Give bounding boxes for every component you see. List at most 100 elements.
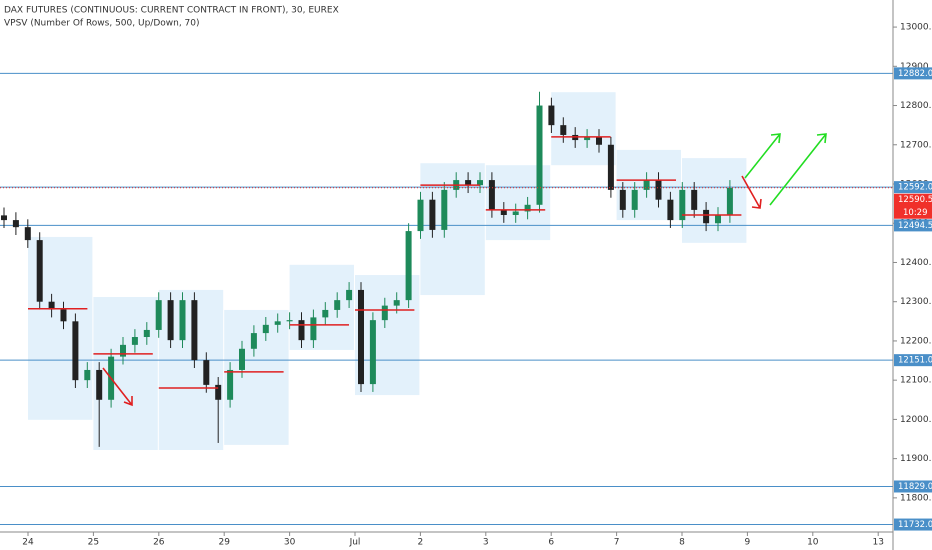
candle-body [512, 211, 519, 215]
volume-profile [93, 296, 158, 451]
level-tag [894, 354, 932, 367]
candle-body [96, 369, 103, 400]
volume-profile [224, 309, 289, 445]
x-tick-label: 7 [614, 538, 620, 548]
level-tag-label: 12494.5 [898, 221, 932, 231]
x-tick-label: 25 [88, 538, 99, 548]
y-tick-label: 12900.0 [900, 62, 932, 72]
level-tag [894, 181, 932, 194]
last-price-tag [894, 193, 932, 219]
candle-body [679, 189, 686, 221]
y-tick-label: 12000.0 [900, 415, 932, 425]
candle-body [691, 189, 698, 210]
last-price-label: 12590.5 [898, 195, 932, 205]
candle-body [584, 136, 591, 141]
level-tag [894, 67, 932, 80]
candle-body [131, 337, 138, 345]
candle-body [631, 189, 638, 210]
red-arrow [102, 367, 133, 407]
indicator-label: VPSV (Number Of Rows, 500, Up/Down, 70) [4, 19, 200, 29]
y-tick-label: 11800.0 [900, 493, 932, 503]
candle-body [262, 324, 269, 334]
candle-body [607, 144, 614, 190]
candle-body [726, 187, 733, 215]
candle-body [441, 189, 448, 230]
candle-body [310, 317, 317, 341]
candle-body [381, 305, 388, 321]
candle-body [143, 329, 150, 338]
candle-body [36, 240, 43, 302]
candle-body [369, 320, 376, 385]
candle-body [167, 300, 174, 341]
y-tick-label: 12400.0 [900, 258, 932, 268]
candle-body [274, 321, 281, 325]
x-tick-label: Jul [349, 538, 361, 548]
candle-body [548, 105, 555, 126]
x-tick-label: 29 [218, 538, 230, 548]
candle-body [1, 215, 7, 221]
x-tick-label: 2 [418, 538, 424, 548]
candle-body [250, 333, 257, 349]
candle-body [298, 320, 305, 341]
candle-body [500, 209, 507, 215]
candle-body [120, 344, 126, 357]
y-tick-label: 12300.0 [900, 297, 932, 307]
candle-body [48, 301, 55, 310]
level-tag-label: 12592.0 [898, 183, 932, 193]
candle-body [405, 231, 412, 301]
candle-body [346, 289, 353, 301]
y-tick-label: 12700.0 [900, 140, 932, 150]
y-tick-label: 12800.0 [900, 101, 932, 111]
level-tag-label: 11732.0 [898, 520, 932, 530]
candle-body [560, 125, 567, 135]
candle-body [215, 384, 222, 400]
candle-body [12, 220, 19, 228]
candle-body [429, 199, 436, 230]
x-tick-label: 9 [745, 538, 751, 548]
y-tick-label: 12100.0 [900, 376, 932, 386]
candle-body [667, 199, 674, 221]
candle-body [619, 189, 626, 210]
candle-body [24, 227, 31, 241]
chart-title: DAX FUTURES (CONTINUOUS: CURRENT CONTRAC… [4, 6, 339, 16]
candle-body [524, 204, 531, 212]
level-tag-label: 12151.0 [898, 356, 932, 366]
candle-body [322, 309, 329, 318]
candle-body [643, 180, 650, 190]
y-tick-label: 13000.0 [900, 23, 932, 33]
candle-body [358, 289, 364, 385]
red-arrow [741, 175, 762, 209]
candle-body [239, 348, 245, 370]
candle-body [417, 199, 424, 232]
x-tick-label: 3 [483, 538, 489, 548]
green-arrow [769, 133, 827, 206]
x-tick-label: 26 [153, 538, 165, 548]
x-tick-label: 13 [872, 538, 883, 548]
level-tag [894, 518, 932, 531]
candle-body [393, 300, 400, 306]
level-tag-label: 11829.0 [898, 482, 932, 492]
candle-body [227, 369, 234, 400]
candle-body [477, 180, 483, 186]
y-tick-label: 12200.0 [900, 336, 932, 346]
candle-body [286, 320, 293, 322]
candle-body [179, 300, 186, 341]
x-tick-label: 6 [548, 538, 554, 548]
candle-body [465, 180, 472, 186]
level-tag [894, 219, 932, 232]
candle-body [203, 360, 210, 385]
level-tag [894, 480, 932, 493]
green-arrow [744, 133, 781, 179]
annotations [102, 133, 827, 407]
candle-body [703, 209, 710, 224]
candle-body [536, 105, 543, 205]
candle-body [84, 369, 91, 381]
candle-body [191, 300, 198, 361]
candle-body [334, 300, 341, 310]
candle-body [72, 321, 79, 381]
candle-body [155, 300, 162, 330]
level-tag-label: 12882.0 [898, 69, 932, 79]
x-tick-label: 30 [284, 538, 296, 548]
candle-body [596, 136, 602, 145]
